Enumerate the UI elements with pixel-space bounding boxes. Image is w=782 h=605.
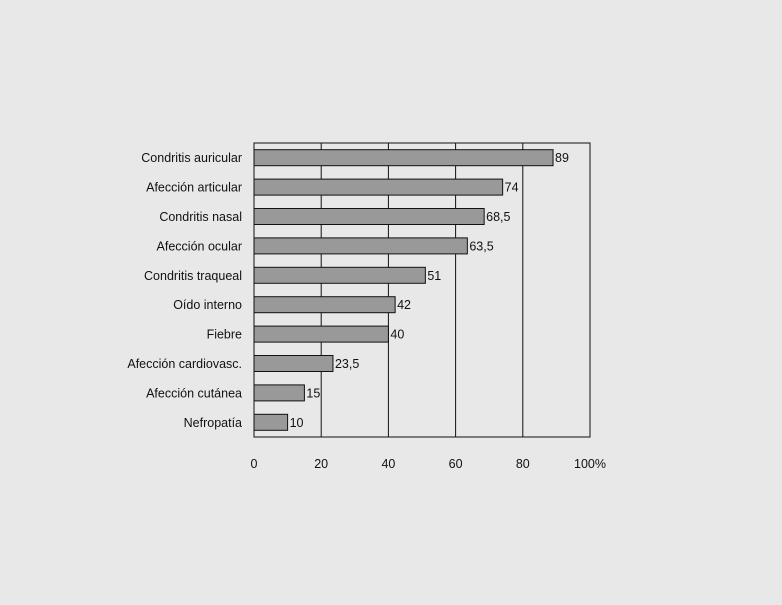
bar [253, 413, 289, 431]
data-label: 74 [505, 181, 519, 195]
category-label: Condritis traqueal [144, 269, 242, 283]
plot-frame [253, 142, 591, 438]
bar [253, 296, 396, 314]
bar [253, 325, 389, 343]
data-label: 68,5 [486, 210, 510, 224]
data-label: 40 [390, 328, 404, 342]
data-label: 63,5 [469, 239, 493, 253]
bar [253, 149, 554, 167]
category-label: Afección cutánea [146, 386, 242, 400]
data-label: 51 [427, 269, 441, 283]
x-tick-label: 20 [314, 457, 328, 471]
labels: 0 20 40 60 80 100% Condritis auricular 89 Afecci… [127, 151, 606, 471]
data-label: 23,5 [335, 357, 359, 371]
x-tick-label: 0 [251, 457, 258, 471]
bar [253, 178, 504, 196]
x-tick-label: 80 [516, 457, 530, 471]
category-label: Fiebre [207, 328, 242, 342]
category-label: Condritis nasal [159, 210, 242, 224]
x-tick-label: 60 [449, 457, 463, 471]
bar [253, 237, 468, 255]
data-label: 10 [290, 416, 304, 430]
bar [253, 355, 334, 372]
x-tick-label: 100% [574, 457, 606, 471]
bar [253, 266, 426, 284]
category-label: Nefropatía [184, 416, 242, 430]
data-label: 89 [555, 151, 569, 165]
category-label: Afección articular [146, 181, 242, 195]
category-label: Afección ocular [157, 239, 242, 253]
bar [253, 384, 305, 402]
data-label: 15 [306, 386, 320, 400]
data-label: 42 [397, 298, 411, 312]
bars [253, 149, 554, 431]
category-label: Afección cardiovasc. [127, 357, 242, 371]
bar [253, 208, 485, 225]
category-label: Oído interno [173, 298, 242, 312]
x-tick-label: 40 [381, 457, 395, 471]
category-label: Condritis auricular [141, 151, 242, 165]
